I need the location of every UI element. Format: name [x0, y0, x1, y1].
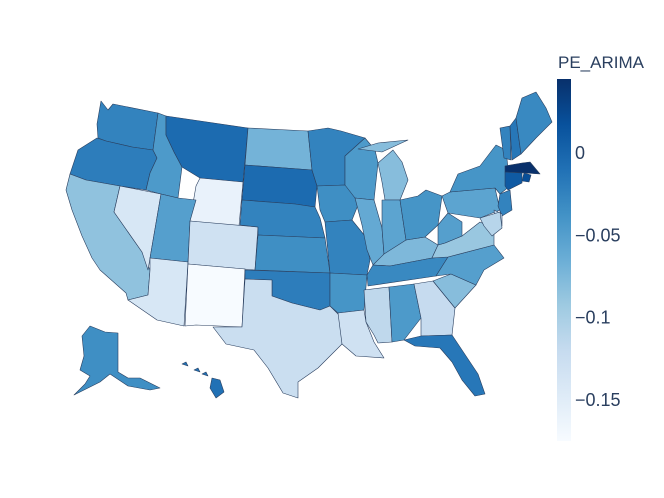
colorbar-gradient	[557, 79, 571, 441]
state-nm[interactable]: NM	[184, 263, 246, 328]
state-wi[interactable]: WI	[344, 137, 379, 201]
state-ar[interactable]: AR	[329, 272, 368, 314]
state-pa[interactable]: PA	[441, 187, 501, 219]
state-nd[interactable]: ND	[244, 127, 313, 171]
state-la[interactable]: LA	[337, 309, 385, 359]
state-ny[interactable]: NY	[449, 144, 511, 195]
colorbar: PE_ARIMA 0 −0.05 −0.1 −0.15	[557, 53, 645, 441]
state-fl[interactable]: FL	[403, 334, 486, 397]
state-co[interactable]: CO	[187, 220, 259, 271]
state-hi[interactable]: HI	[181, 361, 225, 399]
state-ak[interactable]: AK	[73, 325, 161, 396]
state-ct[interactable]: CT	[504, 171, 523, 191]
state-oh[interactable]: OH	[399, 189, 443, 241]
state-ks[interactable]: KS	[254, 234, 331, 274]
state-vt[interactable]: VT	[499, 125, 512, 161]
state-me[interactable]: ME	[515, 91, 553, 155]
state-wy[interactable]: WY	[189, 177, 244, 227]
us-states-layer: WAORCANVIDMTWYUTAZCONMNDSDNEKSOKTXMNIAMO…	[65, 91, 553, 399]
colorbar-tick-label: −0.05	[575, 225, 621, 245]
state-nj[interactable]: NJ	[497, 189, 513, 217]
colorbar-tick-label: −0.15	[575, 390, 621, 410]
colorbar-ticks: 0 −0.05 −0.1 −0.15	[575, 143, 621, 410]
colorbar-tick-label: −0.1	[575, 308, 611, 328]
state-mi[interactable]: MI	[357, 139, 409, 201]
state-tx[interactable]: TX	[212, 278, 343, 399]
colorbar-tick-label: 0	[575, 143, 585, 163]
state-ri[interactable]: RI	[521, 172, 532, 183]
state-md[interactable]: MD	[479, 211, 503, 237]
state-al[interactable]: AL	[388, 283, 422, 343]
colorbar-title: PE_ARIMA	[558, 53, 645, 72]
state-nv[interactable]: NV	[113, 185, 162, 271]
